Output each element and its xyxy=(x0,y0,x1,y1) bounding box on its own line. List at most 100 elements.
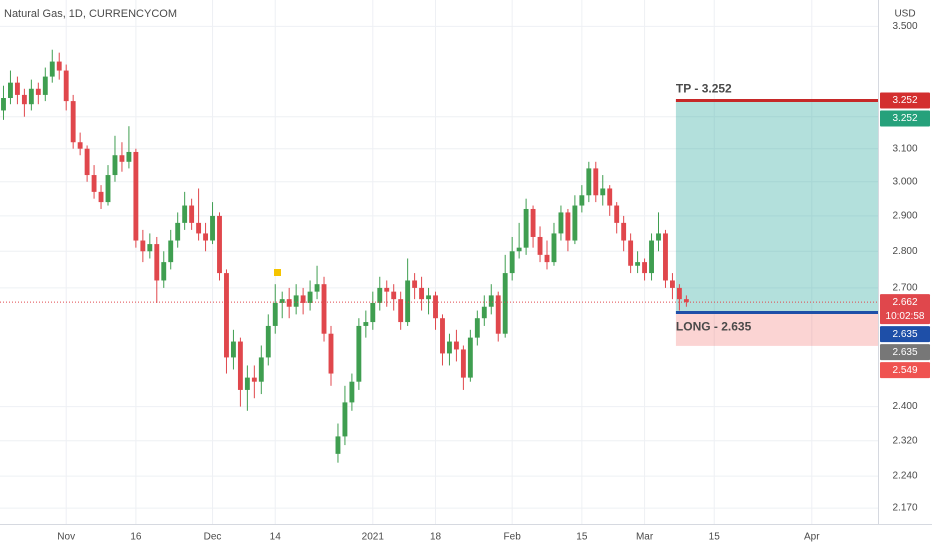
x-tick-label: 15 xyxy=(709,532,721,543)
y-tick-label: 2.240 xyxy=(892,471,917,482)
candle-body xyxy=(286,299,292,307)
candle-body xyxy=(251,377,257,382)
candle-body xyxy=(91,175,97,192)
candle-body xyxy=(112,155,118,176)
profit-zone xyxy=(675,100,878,313)
candle-body xyxy=(279,299,285,303)
x-tick-label: Apr xyxy=(804,532,820,543)
price-badge-label: 2.635 xyxy=(892,329,917,340)
candle-body xyxy=(98,191,104,203)
price-badge xyxy=(880,362,930,379)
candle-body xyxy=(161,262,167,281)
x-tick-label: 2021 xyxy=(362,532,385,543)
y-tick-label: 2.320 xyxy=(892,435,917,446)
candle-body xyxy=(189,205,195,223)
candle-body xyxy=(460,349,466,378)
candle-body xyxy=(182,205,188,223)
candle-body xyxy=(168,240,174,263)
candle-body xyxy=(258,357,264,382)
candle-body xyxy=(147,244,153,252)
candle-body xyxy=(70,101,76,143)
candle-body xyxy=(391,291,397,300)
price-badge xyxy=(880,326,930,343)
x-tick-label: 18 xyxy=(430,532,442,543)
price-badge-label: 3.252 xyxy=(892,113,917,124)
candle-body xyxy=(154,244,160,281)
candle-body xyxy=(230,341,236,358)
x-tick-label: 14 xyxy=(270,532,282,543)
candle-body xyxy=(363,322,369,326)
candle-body xyxy=(551,233,557,263)
candle-body xyxy=(488,295,494,307)
candle-body xyxy=(370,302,376,323)
candle-body xyxy=(56,61,62,71)
candle-body xyxy=(203,233,209,241)
y-tick-label: 3.500 xyxy=(892,21,917,32)
candle-body xyxy=(342,402,348,437)
candle-body xyxy=(14,82,20,95)
candle-body xyxy=(481,306,487,319)
x-tick-label: Nov xyxy=(57,532,75,543)
candle-body xyxy=(84,148,90,176)
candle-body xyxy=(321,284,327,334)
candle-body xyxy=(237,341,243,390)
candle-body xyxy=(377,287,383,303)
candle-body xyxy=(35,88,41,95)
candle-body xyxy=(453,341,459,350)
candle-body xyxy=(412,280,418,288)
x-tick-label: Mar xyxy=(636,532,654,543)
candle-body xyxy=(196,222,202,234)
chart-title: Natural Gas, 1D, CURRENCYCOM xyxy=(4,8,177,20)
candle-body xyxy=(474,318,480,338)
candle-body xyxy=(509,251,515,274)
candle-body xyxy=(628,240,634,266)
x-tick-label: 15 xyxy=(576,532,588,543)
candle-body xyxy=(537,236,543,255)
candle-body xyxy=(1,97,6,111)
price-badge-label: 2.635 xyxy=(892,347,917,358)
candle-body xyxy=(440,318,445,354)
candle-body xyxy=(502,273,508,334)
y-tick-label: 2.900 xyxy=(892,211,917,222)
countdown-label: 10:02:58 xyxy=(886,311,925,322)
loss-zone xyxy=(675,312,878,346)
candle-body xyxy=(614,205,620,223)
candle-body xyxy=(467,337,473,378)
y-tick-label: 2.800 xyxy=(892,246,917,257)
candle-body xyxy=(293,295,299,307)
candle-body xyxy=(77,142,83,149)
grid xyxy=(0,0,878,524)
y-tick-label: 3.000 xyxy=(892,176,917,187)
candle-body xyxy=(49,61,55,77)
candle-body xyxy=(133,151,139,241)
candle-body xyxy=(572,205,578,241)
candle-body xyxy=(398,299,404,323)
candle-body xyxy=(593,168,599,196)
candle-body xyxy=(328,333,334,374)
candle-body xyxy=(314,284,320,292)
candle-body xyxy=(105,175,111,203)
target-label: TP - 3.252 xyxy=(676,82,732,96)
candle-body xyxy=(210,215,215,241)
candle-body xyxy=(217,215,222,274)
y-tick-label: 2.700 xyxy=(892,283,917,294)
price-badge xyxy=(880,344,930,361)
position-tool: TP - 3.252 LONG - 2.635 xyxy=(675,82,878,346)
candle-body xyxy=(523,208,529,248)
candle-body xyxy=(433,295,438,319)
event-marker xyxy=(274,269,281,276)
x-tick-label: Dec xyxy=(204,532,222,543)
entry-label: LONG - 2.635 xyxy=(676,320,752,334)
candle-body xyxy=(516,247,522,252)
candle-body xyxy=(42,76,48,95)
candle-body xyxy=(447,341,452,354)
candle-body xyxy=(63,70,69,102)
candle-body xyxy=(307,291,313,303)
price-badge-label: 2.662 xyxy=(892,297,917,308)
candle-body xyxy=(384,287,390,292)
candle-body xyxy=(635,262,641,266)
candle-body xyxy=(579,195,585,206)
price-badge-label: 2.549 xyxy=(892,365,917,376)
x-tick-label: 16 xyxy=(130,532,142,543)
